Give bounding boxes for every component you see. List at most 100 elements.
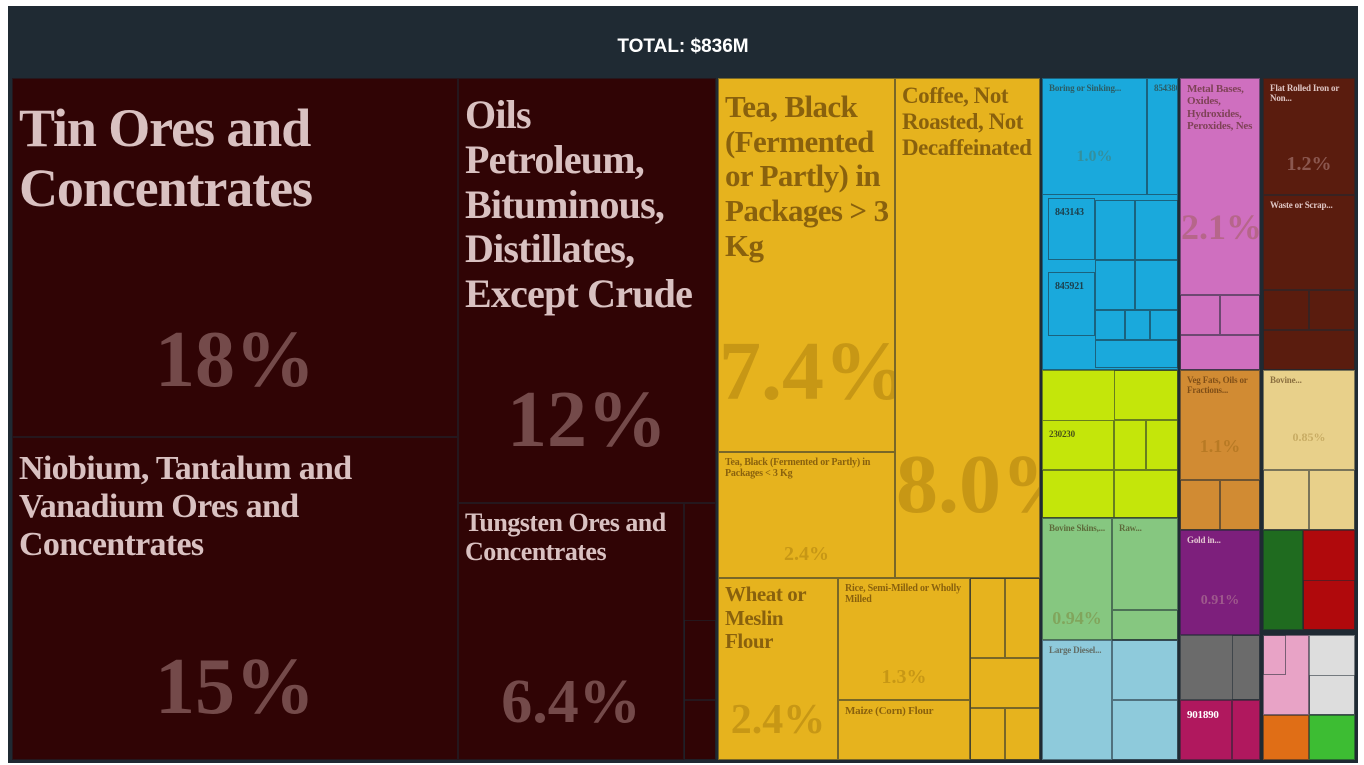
sub-region <box>1220 480 1260 530</box>
region <box>1263 635 1309 715</box>
tile-label: Gold in... <box>1187 535 1221 545</box>
tile: Metal Bases, Oxides, Hydroxides, Peroxid… <box>1180 78 1260 295</box>
treemap-frame: TOTAL: $836M Tin Ores and Concentrates 18… <box>8 6 1358 763</box>
tile-value-label: 0.85% <box>1292 430 1326 444</box>
tile-value-label: 0.94% <box>1052 607 1102 628</box>
tile-label: Tin Ores and Concentrates <box>19 97 313 219</box>
sub-region <box>1114 420 1146 470</box>
region <box>1309 715 1355 760</box>
tile-value-label: 7.4% <box>719 324 895 418</box>
sub-region <box>684 620 716 700</box>
tile: Oils Petroleum, Bituminous, Distillates,… <box>458 78 716 503</box>
tile: Niobium, Tantalum and Vanadium Ores and … <box>12 437 458 760</box>
sub-region <box>1095 200 1135 260</box>
tile-value-label: 1.2% <box>1286 153 1332 175</box>
tile-label: Metal Bases, Oxides, Hydroxides, Peroxid… <box>1187 83 1253 132</box>
sub-region <box>1112 640 1178 700</box>
tile: Tin Ores and Concentrates 18% <box>12 78 458 437</box>
sub-region <box>1112 700 1178 760</box>
sub-region <box>1095 310 1125 340</box>
tile: 230230 <box>1042 420 1114 470</box>
sub-region <box>1095 340 1178 368</box>
sub-region <box>1263 470 1309 530</box>
sub-region <box>684 700 716 760</box>
tile: 843143 <box>1048 198 1095 260</box>
sub-region <box>1114 370 1178 420</box>
tile: Coffee, Not Roasted, Not Decaffeinated 8.… <box>895 78 1040 578</box>
sub-region <box>1042 470 1114 518</box>
sub-region <box>1309 290 1355 330</box>
sub-region <box>1114 470 1178 518</box>
tile-label: Coffee, Not Roasted, Not Decaffeinated <box>902 83 1032 160</box>
tile-value-label: 6.4% <box>501 668 641 737</box>
sub-region <box>1150 310 1178 340</box>
sub-region <box>1135 200 1178 260</box>
sub-region <box>1232 635 1260 700</box>
tile-label: 843143 <box>1055 207 1084 218</box>
tile-label: Bovine Skins,... <box>1049 523 1105 533</box>
tile: Large Diesel... <box>1042 640 1112 760</box>
tile: Tea, Black (Fermented or Partly) in Pack… <box>718 452 895 578</box>
tile: Waste or Scrap... <box>1263 195 1355 290</box>
sub-region <box>1263 290 1309 330</box>
sub-region <box>970 658 1040 708</box>
tile-value-label: 2.1% <box>1181 207 1260 248</box>
tile-label: Tea, Black (Fermented or Partly) in Pack… <box>725 88 889 263</box>
region <box>1180 635 1260 700</box>
treemap: Tin Ores and Concentrates 18% Niobium, Tan… <box>8 6 1358 763</box>
tile-value-label: 12% <box>507 375 667 464</box>
tile-label: 230230 <box>1049 429 1075 439</box>
tile-label: Niobium, Tantalum and Vanadium Ores and … <box>19 449 352 564</box>
sub-region <box>1180 480 1220 530</box>
tile: Bovine... 0.85% <box>1263 370 1355 470</box>
sub-region <box>1005 708 1040 760</box>
tile-value-label: 2.4% <box>784 543 829 566</box>
sub-region <box>1263 635 1286 675</box>
tile-label: Bovine... <box>1270 375 1302 385</box>
tile-label: Large Diesel... <box>1049 645 1102 655</box>
sub-region <box>1005 578 1040 658</box>
tile: Tea, Black (Fermented or Partly) in Pack… <box>718 78 895 452</box>
tile-label: Rice, Semi-Milled or Wholly Milled <box>845 583 961 606</box>
tile-label: Tea, Black (Fermented or Partly) in Pack… <box>725 457 871 480</box>
sub-region <box>970 708 1005 760</box>
tile-value-label: 0.91% <box>1200 593 1240 608</box>
tile: Maize (Corn) Flour <box>838 700 970 760</box>
tile: Tungsten Ores and Concentrates 6.4% <box>458 503 684 760</box>
sub-region <box>1180 335 1260 370</box>
tile-label: 854380 <box>1154 83 1178 93</box>
tile-value-label: 8.0% <box>896 438 1039 531</box>
region <box>1263 530 1303 630</box>
sub-region <box>970 578 1005 658</box>
tile-value-label: 1.0% <box>1076 148 1113 166</box>
region <box>1232 700 1260 760</box>
tile-label: Boring or Sinking... <box>1049 83 1122 93</box>
tile: Wheat or Meslin Flour 2.4% <box>718 578 838 760</box>
tile-label: Maize (Corn) Flour <box>845 705 934 717</box>
sub-region <box>1220 295 1260 335</box>
tile-label: Wheat or Meslin Flour <box>725 582 806 654</box>
sub-region <box>1309 470 1355 530</box>
sub-region <box>1146 420 1178 470</box>
region <box>1263 715 1309 760</box>
sub-region <box>1135 260 1178 310</box>
tile-label: Waste or Scrap... <box>1270 200 1333 210</box>
tile-value-label: 1.1% <box>1199 436 1241 456</box>
tile: Veg Fats, Oils or Fractions... 1.1% <box>1180 370 1260 480</box>
tile: Bovine Skins,... 0.94% <box>1042 518 1112 640</box>
tile-label: 901890 <box>1187 709 1219 721</box>
tile: 854380 <box>1147 78 1178 195</box>
tile: Boring or Sinking... 1.0% <box>1042 78 1147 195</box>
tile: 845921 <box>1048 272 1095 336</box>
tile-label: Raw... <box>1119 523 1142 533</box>
region <box>684 503 716 760</box>
tile-value-label: 15% <box>155 642 315 731</box>
tile-label: Oils Petroleum, Bituminous, Distillates,… <box>465 92 693 317</box>
tile: Gold in... 0.91% <box>1180 530 1260 635</box>
sub-region <box>1263 330 1355 370</box>
chart-title: TOTAL: $836M <box>617 36 749 57</box>
tile-value-label: 18% <box>155 316 315 405</box>
tile: 901890 <box>1180 700 1232 760</box>
tile: Rice, Semi-Milled or Wholly Milled 1.3% <box>838 578 970 700</box>
tile-label: Flat Rolled Iron or Non... <box>1270 83 1339 104</box>
